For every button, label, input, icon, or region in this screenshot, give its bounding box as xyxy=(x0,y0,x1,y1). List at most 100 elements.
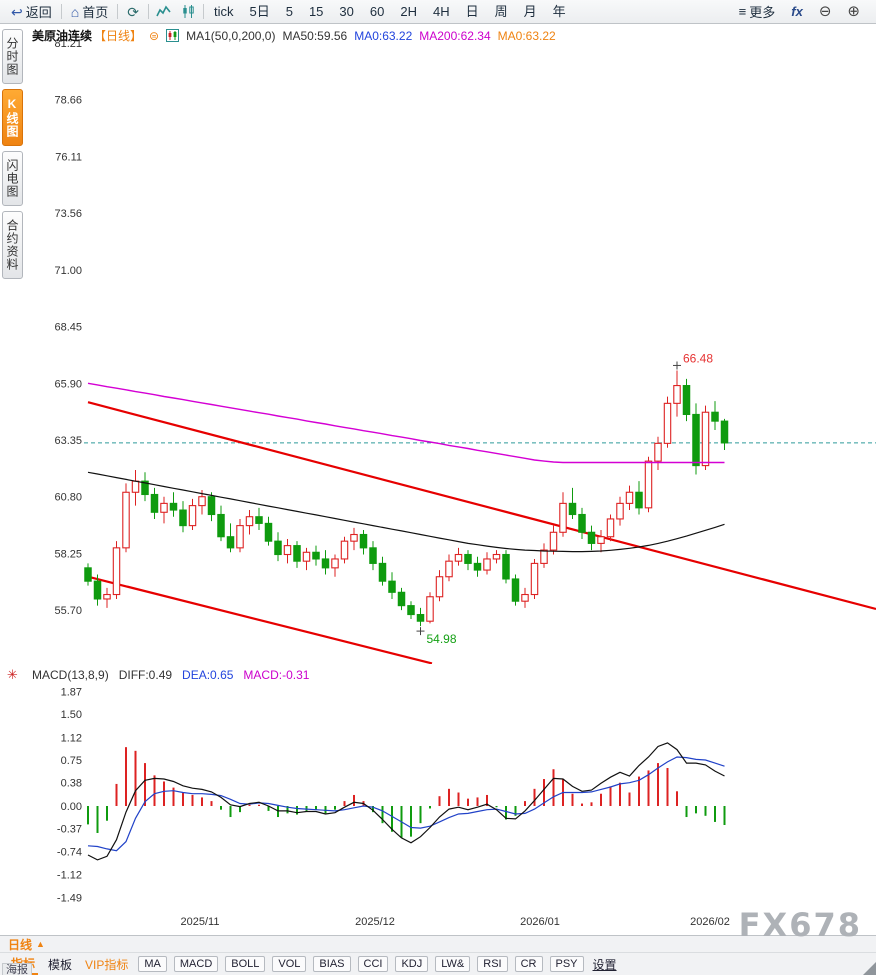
svg-text:0.38: 0.38 xyxy=(61,778,82,790)
indicator-vol-button[interactable]: VOL xyxy=(272,956,307,972)
period-tick[interactable]: tick xyxy=(213,3,234,19)
indicator-lw-button[interactable]: LW& xyxy=(435,956,471,972)
indicator-kdj-button[interactable]: KDJ xyxy=(395,956,429,972)
svg-text:60.80: 60.80 xyxy=(54,492,82,504)
dea-line xyxy=(87,756,725,852)
home-label: 首页 xyxy=(82,5,109,20)
period-day[interactable]: 日 xyxy=(465,3,479,19)
ma0-blue-value: MA0:63.22 xyxy=(354,28,413,43)
ma50-line xyxy=(87,471,725,553)
refresh-icon: ⟳ xyxy=(127,3,139,20)
svg-text:1.87: 1.87 xyxy=(61,686,82,698)
sidebar-item-kline-chart[interactable]: K线图 xyxy=(2,89,23,146)
sidebar-item-contract-info[interactable]: 合约资料 xyxy=(2,211,23,279)
svg-text:66.48: 66.48 xyxy=(683,351,713,365)
sidebar-item-time-chart[interactable]: 分时图 xyxy=(2,29,23,84)
period-5min[interactable]: 5 xyxy=(285,3,293,19)
indicator-ma-button[interactable]: MA xyxy=(138,956,167,972)
period-week[interactable]: 周 xyxy=(494,3,508,19)
back-button[interactable]: ↩ 返回 xyxy=(4,0,59,24)
zoom-out-icon[interactable]: ⊖ xyxy=(818,3,832,20)
back-label: 返回 xyxy=(25,5,52,20)
indicator-macd-button[interactable]: MACD xyxy=(173,956,219,972)
resize-corner-handle[interactable] xyxy=(863,962,876,975)
svg-text:-1.49: -1.49 xyxy=(57,892,82,904)
indicator-psy-button[interactable]: PSY xyxy=(549,956,584,972)
toolbar-separator xyxy=(147,4,149,19)
macd-diff-value: DIFF:0.49 xyxy=(118,668,173,682)
svg-text:73.56: 73.56 xyxy=(54,208,82,220)
tab-templates[interactable]: 模板 xyxy=(48,957,73,972)
ma200-line xyxy=(87,382,725,464)
indicator-tabs-row: 指标 模板 VIP指标 MA MACD BOLL VOL BIAS CCI KD… xyxy=(0,953,876,975)
svg-text:65.90: 65.90 xyxy=(54,378,82,390)
settings-circle-icon[interactable]: ⊜ xyxy=(149,28,160,43)
svg-text:58.25: 58.25 xyxy=(54,548,82,560)
main-chart-legend: 美原油连续 【日线】 ⊜ MA1(50,0,200,0) MA50:59.56 M… xyxy=(32,27,556,44)
indicator-cci-button[interactable]: CCI xyxy=(357,956,389,972)
svg-text:76.11: 76.11 xyxy=(55,151,82,163)
symbol-name: 美原油连续 xyxy=(32,29,93,43)
sidebar-item-lightning-chart[interactable]: 闪电图 xyxy=(2,151,23,206)
macd-chart-canvas[interactable]: 1.87 1.50 1.12 0.75 0.38 0.00 -0.37 -0.74 -1.12 -… xyxy=(26,664,876,914)
indicator-cr-button[interactable]: CR xyxy=(514,956,543,972)
home-icon: ⌂ xyxy=(70,3,80,20)
line-chart-type-button[interactable] xyxy=(151,4,176,19)
period-tag: 【日线】 xyxy=(94,29,143,43)
bottom-period-row: 日线 ▲ xyxy=(0,936,876,953)
high-annotation: 66.48 xyxy=(673,351,713,370)
back-icon: ↩ xyxy=(11,3,23,20)
y-axis-labels: 81.21 78.66 76.11 73.56 71.00 68.45 65.90 63.35… xyxy=(54,38,82,617)
period-15min[interactable]: 15 xyxy=(308,3,324,19)
month-label: 2025/11 xyxy=(180,916,220,928)
fx-indicator-button[interactable]: fx xyxy=(791,4,803,19)
svg-text:81.21: 81.21 xyxy=(54,38,82,50)
indicator-rsi-button[interactable]: RSI xyxy=(477,956,508,972)
indicator-boll-button[interactable]: BOLL xyxy=(225,956,266,972)
period-60min[interactable]: 60 xyxy=(369,3,385,19)
current-period-label: 日线 xyxy=(8,937,33,952)
current-period-button[interactable]: 日线 ▲ xyxy=(8,936,45,953)
svg-text:55.70: 55.70 xyxy=(54,605,82,617)
ma-candle-icon[interactable] xyxy=(166,29,180,42)
indicator-bias-button[interactable]: BIAS xyxy=(313,956,351,972)
ma-params-label: MA1(50,0,200,0) xyxy=(186,28,276,43)
period-2h[interactable]: 2H xyxy=(400,3,417,19)
svg-text:78.66: 78.66 xyxy=(54,95,82,107)
toolbar-separator xyxy=(202,4,204,19)
left-sidebar: 分时图 K线图 闪电图 合约资料 ✳ xyxy=(0,24,26,935)
top-toolbar: ↩ 返回 ⌂ 首页 ⟳ tick 5日 5 15 30 60 2H 4H 日 周… xyxy=(0,0,876,24)
period-month[interactable]: 月 xyxy=(523,3,537,19)
svg-text:0.75: 0.75 xyxy=(61,755,82,767)
period-year[interactable]: 年 xyxy=(552,3,566,19)
period-5day[interactable]: 5日 xyxy=(249,3,270,19)
toolbar-right-group: ≡ 更多 fx ⊖ ⊕ xyxy=(739,2,872,21)
tab-vip-indicators[interactable]: VIP指标 xyxy=(85,957,129,972)
hamburger-icon: ≡ xyxy=(738,4,747,19)
indicator-flower-icon[interactable]: ✳ xyxy=(7,667,18,682)
refresh-button[interactable]: ⟳ xyxy=(120,0,146,24)
svg-text:71.00: 71.00 xyxy=(54,265,82,277)
candles-layer xyxy=(84,370,729,627)
zoom-in-icon[interactable]: ⊕ xyxy=(847,3,860,20)
month-label: 2025/12 xyxy=(355,916,395,928)
svg-text:68.45: 68.45 xyxy=(54,322,82,334)
toolbar-separator xyxy=(117,4,119,19)
period-30min[interactable]: 30 xyxy=(339,3,354,19)
period-4h[interactable]: 4H xyxy=(432,3,450,19)
toolbar-separator xyxy=(60,4,62,19)
macd-params-label: MACD(13,8,9) xyxy=(32,668,109,682)
month-label: 2026/01 xyxy=(520,916,560,928)
svg-text:-1.12: -1.12 xyxy=(57,870,82,882)
poster-widget[interactable]: 海报 xyxy=(2,963,32,975)
svg-text:-0.74: -0.74 xyxy=(57,846,82,858)
candlestick-chart-type-button[interactable] xyxy=(176,4,201,19)
home-button[interactable]: ⌂ 首页 xyxy=(64,0,115,24)
main-chart-canvas[interactable]: 81.21 78.66 76.11 73.56 71.00 68.45 65.90 63.35… xyxy=(26,24,876,664)
more-button[interactable]: ≡ 更多 xyxy=(739,2,776,21)
settings-link[interactable]: 设置 xyxy=(592,957,617,972)
bottom-toolbar: 日线 ▲ 指标 模板 VIP指标 MA MACD BOLL VOL BIAS C… xyxy=(0,935,876,975)
macd-dea-value: DEA:0.65 xyxy=(182,668,234,682)
ma200-value: MA200:62.34 xyxy=(419,28,491,43)
ma0-orange-value: MA0:63.22 xyxy=(497,28,556,43)
